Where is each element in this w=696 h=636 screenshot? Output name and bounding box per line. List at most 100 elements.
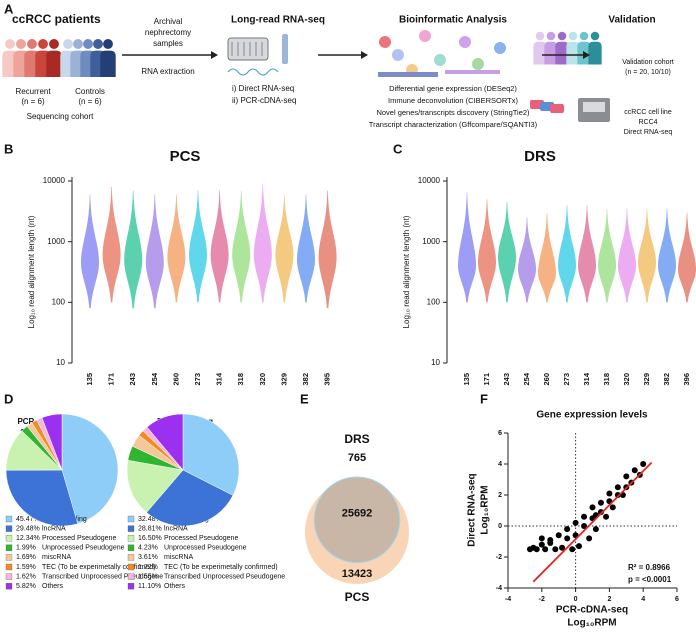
panel-label: D: [4, 391, 13, 406]
legend-label: Transcribed Unprocessed Pseudogene: [164, 573, 285, 580]
y-tick-label: -4: [496, 585, 502, 592]
step-title: Bioinformatic Analysis: [399, 15, 507, 26]
x-tick-label: 314: [215, 372, 224, 385]
y-tick-label: 6: [498, 430, 502, 437]
x-tick-label: 396: [682, 373, 691, 386]
violin: [124, 190, 143, 309]
validation-label: Validation cohort: [622, 59, 674, 66]
pie-slice: [61, 413, 119, 525]
annotation: p = <0.0001: [628, 575, 672, 584]
point: [640, 461, 647, 467]
arrow-head: [583, 51, 590, 59]
cell-line-label: RCC4: [638, 119, 657, 126]
person-head: [16, 39, 26, 49]
set-label: PCS: [345, 590, 370, 604]
pie-slice: [146, 469, 234, 527]
patients-title: ccRCC patients: [12, 12, 101, 26]
legend-value: 1.72%: [138, 564, 158, 571]
group-label: Recurrent: [15, 87, 51, 96]
legend-swatch: [127, 525, 135, 532]
chart-title: DRS: [524, 148, 556, 165]
person-head: [27, 39, 37, 49]
y-tick-label: 10: [431, 358, 440, 367]
cell-line-label: Direct RNA-seq: [624, 129, 673, 136]
point: [586, 535, 593, 542]
person-head: [103, 39, 113, 49]
x-tick-label: 6: [675, 596, 679, 603]
pipette: [282, 34, 288, 64]
sequencer-face: [583, 102, 605, 112]
seq-method: ii) PCR-cDNA-seq: [232, 96, 296, 105]
y-tick-label: 4: [498, 461, 502, 468]
y-tick-label: 10: [56, 358, 65, 367]
pie-slice: [126, 459, 184, 513]
violin: [518, 217, 536, 303]
x-tick-label: 135: [85, 373, 94, 386]
x-tick-label: 314: [582, 372, 591, 385]
x-tick-label: 273: [193, 373, 202, 386]
x-tick-label: 243: [128, 373, 137, 386]
legend-label: miscRNA: [164, 554, 193, 561]
point: [592, 526, 599, 533]
person-body: [566, 41, 580, 65]
group-n: (n = 6): [21, 97, 45, 106]
venn-set: [313, 476, 401, 564]
point: [581, 513, 588, 520]
legend-swatch: [5, 573, 13, 580]
legend-value: 1.59%: [16, 564, 36, 571]
point: [542, 546, 549, 553]
legend-label: Transcribed Unprocessed Pseudogene: [42, 573, 163, 580]
point: [555, 532, 562, 539]
samples-label: Archival: [154, 17, 183, 26]
person-head: [568, 31, 578, 41]
x-tick-label: 135: [462, 373, 471, 386]
violin: [232, 190, 251, 303]
x-tick-label: 329: [279, 373, 288, 386]
legend-swatch: [5, 544, 13, 551]
point: [547, 540, 554, 547]
step-title: Validation: [608, 15, 655, 26]
validation-label: (n = 20, 10/10): [625, 69, 671, 76]
legend-value: 11.10%: [138, 583, 161, 590]
person-body: [588, 41, 602, 65]
point: [614, 492, 621, 498]
y-tick-label: 0: [498, 523, 502, 530]
violin: [498, 202, 516, 303]
x-tick-label: 273: [562, 373, 571, 386]
legend-label: Others: [42, 583, 64, 590]
legend-value: 1.62%: [16, 573, 36, 580]
legend-label: lncRNA: [42, 525, 66, 532]
x-tick-label: -2: [539, 596, 545, 603]
violin: [658, 208, 676, 303]
extraction-label: RNA extraction: [141, 67, 194, 76]
analysis-item: Differential gene expression (DESeq2): [389, 84, 517, 93]
legend-value: 1.69%: [16, 554, 36, 561]
legend-swatch: [5, 563, 13, 571]
point: [533, 546, 540, 553]
person-head: [49, 39, 59, 49]
panel-label: A: [4, 1, 14, 16]
person-head: [590, 31, 600, 41]
x-axis-label: PCR-cDNA-seq: [556, 605, 628, 616]
x-tick-label: 171: [482, 373, 491, 386]
x-tick-label: 254: [150, 372, 159, 385]
person-body: [533, 41, 547, 65]
point: [609, 504, 616, 511]
person-head: [73, 39, 83, 49]
x-tick-label: 2: [607, 596, 611, 603]
seq-method: i) Direct RNA-seq: [232, 84, 294, 93]
person-head: [83, 39, 93, 49]
y-axis-label: Log₁₀RPM: [480, 485, 491, 534]
x-tick-label: 395: [323, 373, 332, 386]
legend-swatch: [127, 583, 135, 590]
legend-value: 12.34%: [16, 535, 40, 542]
pie-slice: [41, 413, 63, 471]
point: [589, 504, 596, 511]
region-count: 765: [348, 452, 366, 464]
track: [445, 70, 500, 74]
legend-swatch: [127, 554, 135, 561]
point: [631, 467, 638, 474]
y-tick-label: 2: [498, 492, 502, 499]
violin: [210, 190, 229, 303]
